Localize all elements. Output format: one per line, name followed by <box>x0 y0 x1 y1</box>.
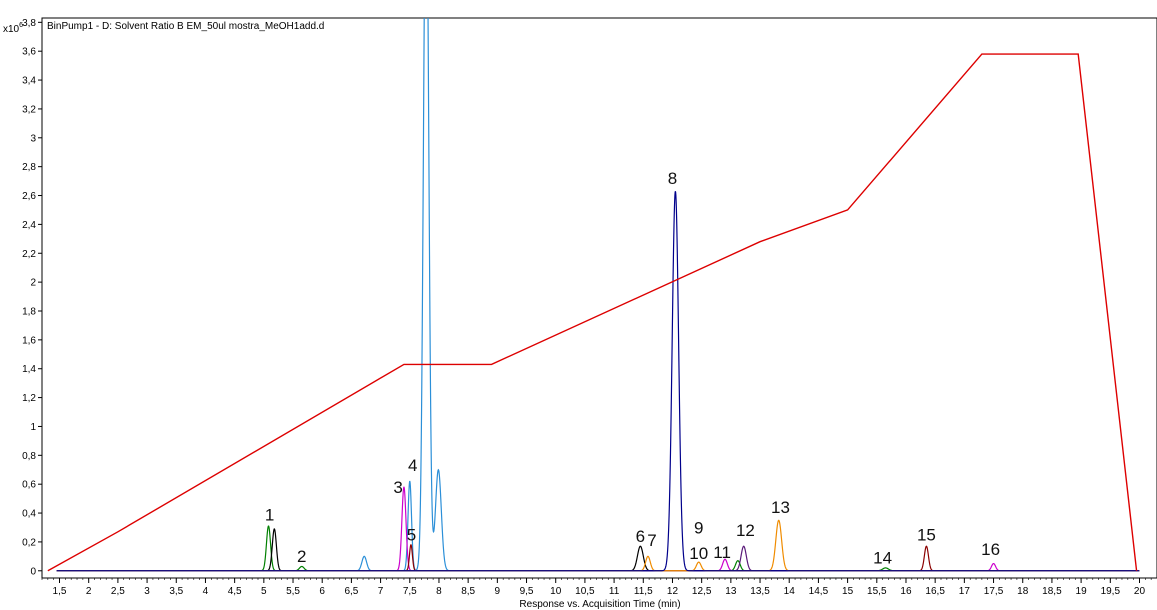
x-tick-label: 17,5 <box>984 586 1004 597</box>
peak-label-4: 4 <box>408 456 417 475</box>
x-axis: 1,5 2 2,5 3 3,5 4 4,5 5 5,5 6 6,5 7 7,5 8 8,5 9 9,5 10 10,… <box>41 578 1152 597</box>
y-axis: 0 0,2 0,4 0,6 0,8 1 1,2 1,4 1,6 1,8 2 2,2 2,4 2,6 2,8 3… <box>22 18 42 577</box>
x-tick-label: 16,5 <box>925 586 945 597</box>
x-tick-label: 17 <box>959 586 971 597</box>
y-multiplier-exponent: 6 <box>19 22 23 29</box>
y-tick-label: 2,4 <box>22 220 36 231</box>
x-tick-label: 19,5 <box>1101 586 1121 597</box>
x-tick-label: 10,5 <box>575 586 595 597</box>
x-tick-label: 11 <box>609 586 620 597</box>
y-multiplier: x106 <box>3 22 23 35</box>
y-tick-label: 3,4 <box>22 76 36 87</box>
x-tick-label: 9,5 <box>520 586 534 597</box>
peak-label-13: 13 <box>771 498 790 517</box>
peak-label-1: 1 <box>265 505 274 524</box>
x-tick-label: 16 <box>900 586 912 597</box>
x-axis-title: Response vs. Acquisition Time (min) <box>519 599 680 610</box>
x-tick-label: 6 <box>319 586 325 597</box>
series-line-7 <box>56 191 1140 572</box>
x-tick-label: 13 <box>725 586 737 597</box>
x-tick-label: 9 <box>495 586 501 597</box>
x-tick-label: 4,5 <box>228 586 242 597</box>
y-tick-label: 0,4 <box>22 509 36 520</box>
plot-area: BinPump1 - D: Solvent Ratio B EM_50ul mo… <box>22 17 1157 597</box>
x-tick-label: 3 <box>144 586 150 597</box>
solvent-ratio-line <box>47 53 1138 572</box>
peak-label-10: 10 <box>689 544 708 563</box>
x-tick-label: 13,5 <box>750 586 770 597</box>
peak-label-12: 12 <box>736 521 755 540</box>
x-tick-label: 18,5 <box>1042 586 1062 597</box>
x-tick-label: 18 <box>1017 586 1029 597</box>
x-tick-label: 11,5 <box>634 586 653 597</box>
y-tick-label: 2 <box>30 278 36 289</box>
x-tick-label: 7 <box>378 586 384 597</box>
x-tick-label: 10 <box>550 586 562 597</box>
x-tick-label: 14,5 <box>809 586 829 597</box>
y-tick-label: 3,6 <box>22 47 36 58</box>
y-tick-label: 2,6 <box>22 191 36 202</box>
peak-label-5: 5 <box>407 525 416 544</box>
y-tick-label: 0,2 <box>22 537 36 548</box>
x-tick-label: 19 <box>1076 586 1088 597</box>
x-tick-label: 15 <box>842 586 854 597</box>
y-tick-label: 2,2 <box>22 249 36 260</box>
y-tick-label: 3 <box>30 133 36 144</box>
x-tick-label: 8 <box>436 586 442 597</box>
peak-label-7: 7 <box>647 531 656 550</box>
y-tick-label: 0,6 <box>22 480 36 491</box>
y-tick-label: 3,8 <box>22 18 36 29</box>
x-tick-label: 12,5 <box>692 586 712 597</box>
y-tick-label: 1,4 <box>22 364 36 375</box>
x-tick-label: 8,5 <box>461 586 475 597</box>
y-tick-label: 1,8 <box>22 306 36 317</box>
peak-label-11: 11 <box>713 543 731 562</box>
x-tick-label: 2 <box>86 586 92 597</box>
y-tick-label: 0 <box>30 566 36 577</box>
plot-frame <box>41 17 1157 579</box>
series-layer <box>56 18 1140 572</box>
x-tick-label: 5 <box>261 586 267 597</box>
peak-label-9: 9 <box>694 518 703 537</box>
peak-label-14: 14 <box>873 549 892 568</box>
x-tick-label: 1,5 <box>53 586 67 597</box>
peak-label-6: 6 <box>636 527 645 546</box>
peak-label-8: 8 <box>668 169 677 188</box>
x-tick-label: 3,5 <box>169 586 183 597</box>
gradient-layer <box>47 53 1138 572</box>
y-tick-label: 1,6 <box>22 335 36 346</box>
y-tick-label: 0,8 <box>22 451 36 462</box>
peak-label-16: 16 <box>981 540 1000 559</box>
peak-label-15: 15 <box>917 525 936 544</box>
x-tick-label: 14 <box>784 586 796 597</box>
y-tick-label: 1 <box>30 422 36 433</box>
x-tick-label: 2,5 <box>111 586 125 597</box>
x-tick-label: 7,5 <box>403 586 417 597</box>
chart-title: BinPump1 - D: Solvent Ratio B EM_50ul mo… <box>47 21 324 32</box>
x-tick-label: 12 <box>667 586 679 597</box>
x-tick-label: 20 <box>1134 586 1146 597</box>
y-tick-label: 2,8 <box>22 162 36 173</box>
peak-label-2: 2 <box>297 547 306 566</box>
y-tick-label: 1,2 <box>22 393 36 404</box>
peak-label-3: 3 <box>393 478 402 497</box>
x-tick-label: 5,5 <box>286 586 300 597</box>
x-tick-label: 4 <box>203 586 209 597</box>
y-tick-label: 3,2 <box>22 104 36 115</box>
x-tick-label: 6,5 <box>344 586 358 597</box>
x-tick-label: 15,5 <box>867 586 887 597</box>
